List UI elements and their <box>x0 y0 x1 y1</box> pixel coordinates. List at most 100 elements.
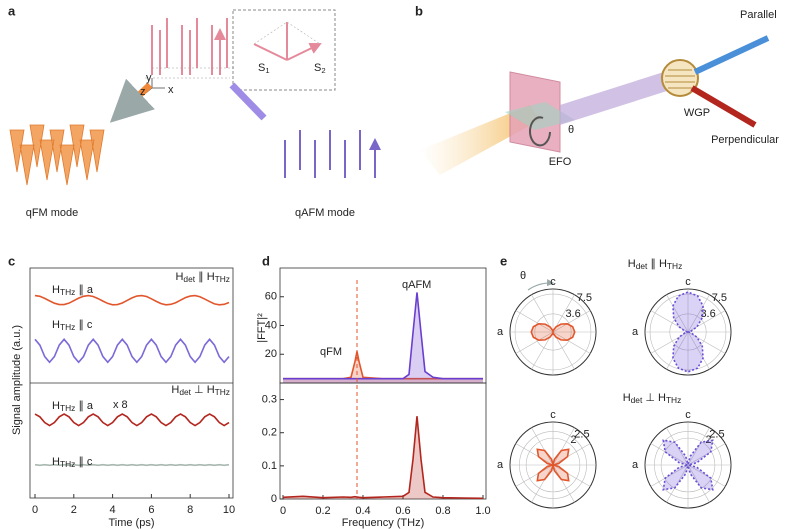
spin-lattice <box>145 18 235 79</box>
y-axis-label: Signal amplitude (a.u.) <box>11 325 23 435</box>
x-tick-label: 0.4 <box>355 505 370 517</box>
r-tick-label: 7.5 <box>712 292 727 304</box>
panel-label: a <box>8 3 16 18</box>
x-tick-label: 10 <box>223 504 235 516</box>
series-label: HTHz ∥ a <box>52 400 94 413</box>
arrow <box>109 78 155 123</box>
x-axis-label: Frequency (THz) <box>342 517 425 529</box>
data-line <box>34 294 230 306</box>
x-tick-label: 0.8 <box>435 505 450 517</box>
mode-label: qAFM mode <box>295 207 355 219</box>
panel-label: c <box>8 253 15 268</box>
panel-label: b <box>415 3 423 18</box>
axis-label: z <box>140 86 146 98</box>
parallel-beam <box>693 35 770 75</box>
series-label-part: THz <box>60 403 75 413</box>
polar-grid <box>669 313 707 351</box>
panel-header: Hdet ⊥ HTHz <box>171 384 230 397</box>
probe-beam <box>560 70 670 125</box>
perpendicular-beam <box>690 85 757 128</box>
series-label: qFM <box>320 346 342 358</box>
panel-header-part: det <box>179 387 191 397</box>
series-label-part: THz <box>60 287 75 297</box>
spin-inset <box>253 21 320 61</box>
polar-grid <box>654 431 722 499</box>
polar-grid <box>534 313 572 351</box>
series-label: HTHz ∥ c <box>52 319 93 332</box>
r-tick-label: 2 <box>705 434 711 446</box>
polar-header-part: ⊥ H <box>642 392 666 404</box>
y-tick-label: 0.2 <box>262 427 277 439</box>
r-tick-label: 2 <box>570 434 576 446</box>
series-label-part: H <box>52 400 60 412</box>
polar-header: Hdet ⊥ HTHz <box>623 392 682 405</box>
series-label: HTHz ∥ c <box>52 456 93 469</box>
panel-header-part: THz <box>215 274 230 284</box>
spin-label-part: 1 <box>265 66 269 75</box>
plot-frame <box>279 382 487 500</box>
x-tick-label: 0 <box>280 505 286 517</box>
polar-header-part: THz <box>667 261 682 271</box>
plot-frame <box>279 267 487 384</box>
spin-label-part: S <box>314 62 321 74</box>
panel-label: d <box>262 253 270 268</box>
mode-label: qFM mode <box>26 207 79 219</box>
panel-header-part: H <box>171 384 179 396</box>
polar-header-part: H <box>623 392 631 404</box>
polar-axis-label: c <box>685 276 691 288</box>
y-tick-label: 40 <box>265 319 277 331</box>
spin-label-part: 2 <box>321 66 325 75</box>
beam-label: Parallel <box>740 9 777 21</box>
x-tick-label: 1.0 <box>475 505 490 517</box>
area <box>283 292 483 383</box>
polar-header-part: ∥ H <box>647 258 667 270</box>
element-label: WGP <box>684 107 710 119</box>
axis-label: x <box>168 84 174 96</box>
wgp <box>661 59 699 97</box>
cones <box>9 124 105 186</box>
spin-label: S2 <box>314 62 326 75</box>
y-axis-label: |FFT|² <box>256 313 268 343</box>
polar-axis-label: a <box>632 326 639 338</box>
polar-spoke <box>650 443 726 487</box>
data-line <box>34 413 230 427</box>
series-label-part: ∥ c <box>75 319 93 331</box>
y-tick-label: 0.3 <box>262 393 277 405</box>
polar-grid <box>525 437 581 493</box>
panel-header-part: ⊥ H <box>191 384 215 396</box>
y-tick-label: 60 <box>265 291 277 303</box>
polar-grid <box>519 431 587 499</box>
x-tick-label: 4 <box>110 504 116 516</box>
polar-curve <box>530 322 576 342</box>
polar-axis-label: a <box>632 459 639 471</box>
area <box>283 351 483 383</box>
series-label: qAFM <box>402 279 431 291</box>
polar-axis-label: a <box>497 459 504 471</box>
polar-header-part: H <box>628 258 636 270</box>
series-label-part: H <box>52 284 60 296</box>
y-tick-label: 0 <box>271 493 277 505</box>
plane <box>505 102 575 130</box>
axis-label: y <box>146 72 152 84</box>
wgp-grid <box>665 69 695 89</box>
data-line <box>282 416 484 500</box>
r-tick-label: 7.5 <box>577 292 592 304</box>
beam-label: Perpendicular <box>711 134 779 146</box>
data-line <box>34 463 230 467</box>
y-tick-label: 20 <box>265 348 277 360</box>
r-tick-label: 3.6 <box>565 308 580 320</box>
r-tick-label: 2.5 <box>709 428 724 440</box>
x-axis-label: Time (ps) <box>108 517 154 529</box>
series-label-part: THz <box>60 459 75 469</box>
series-label: HTHz ∥ a <box>52 284 94 297</box>
polar-axis-label: c <box>685 409 691 421</box>
area <box>283 416 483 499</box>
polar-header: Hdet ∥ HTHz <box>628 258 683 271</box>
series-label-part: ∥ a <box>75 284 94 296</box>
panel-header-part: det <box>183 274 195 284</box>
panel-header: Hdet ∥ HTHz <box>175 271 230 284</box>
polar-curve <box>662 439 714 491</box>
polar-grid <box>649 293 727 371</box>
r-tick-label: 3.6 <box>700 308 715 320</box>
